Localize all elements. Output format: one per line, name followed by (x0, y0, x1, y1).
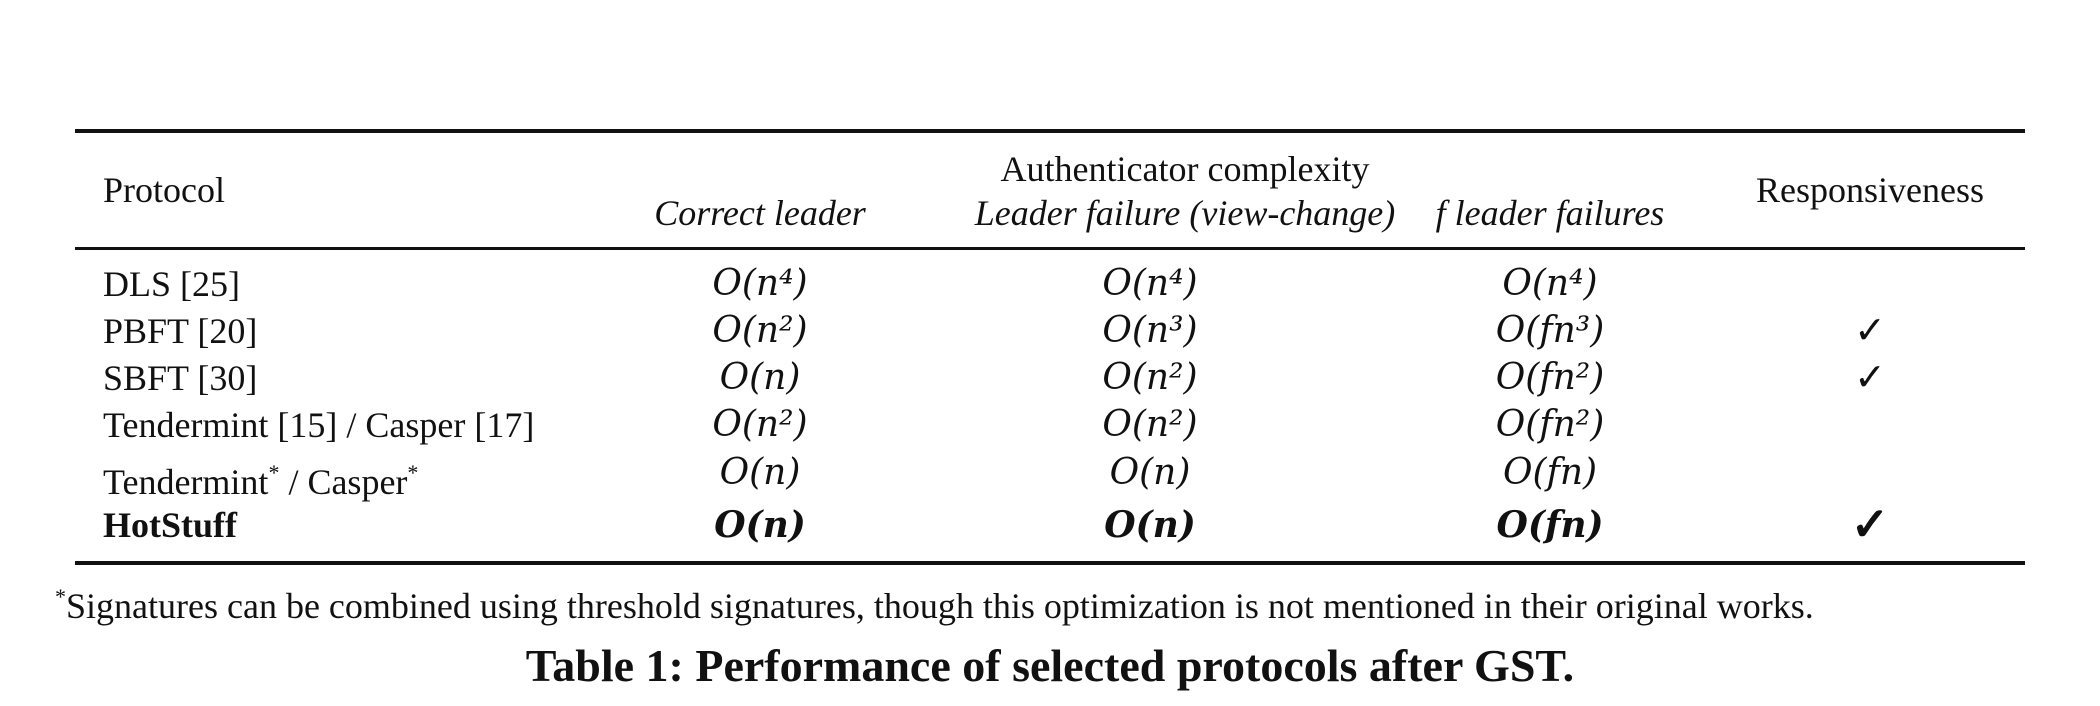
row-tendermint-star-correct: O(n) (719, 452, 801, 493)
row-dls-correct: O(n⁴) (712, 263, 808, 304)
row-hotstuff-correct: O(n) (714, 504, 806, 546)
table-top-rule (75, 129, 2025, 133)
row-dls-f-failures: O(n⁴) (1502, 263, 1598, 304)
row-pbft-failure: O(n³) (1102, 310, 1198, 351)
row-sbft-responsive-check-icon: ✓ (1854, 357, 1886, 399)
row-tendermint-star-mark-b: * (407, 460, 419, 485)
table-footnote: *Signatures can be combined using thresh… (55, 575, 1814, 628)
row-dls-failure: O(n⁴) (1102, 263, 1198, 304)
row-tendermint-casper-failure: O(n²) (1102, 404, 1198, 445)
row-pbft-correct: O(n²) (712, 310, 808, 351)
row-tendermint-star-mark-a: * (268, 460, 280, 485)
row-tendermint-casper-correct: O(n²) (712, 404, 808, 445)
row-tendermint-star-name-b: / Casper (288, 462, 408, 502)
row-tendermint-star-failure: O(n) (1109, 452, 1191, 493)
header-responsiveness: Responsiveness (1756, 170, 1984, 210)
header-protocol: Protocol (103, 170, 225, 210)
row-tendermint-star-name-a: Tendermint (103, 462, 269, 502)
row-sbft-f-failures: O(fn²) (1495, 357, 1605, 398)
footnote-mark: * (55, 584, 66, 609)
header-f-leader-failures: f leader failures (1435, 193, 1665, 233)
row-hotstuff-responsive-check-icon: ✓ (1850, 499, 1890, 550)
row-tendermint-casper-protocol: Tendermint [15] / Casper [17] (103, 405, 535, 445)
header-authenticator-complexity: Authenticator complexity (1000, 149, 1370, 189)
row-hotstuff-failure: O(n) (1104, 504, 1196, 546)
row-tendermint-star-f-failures: O(fn) (1502, 452, 1598, 493)
row-sbft-protocol: SBFT [30] (103, 358, 258, 398)
row-tendermint-star-protocol: Tendermint* / Casper* (103, 451, 418, 504)
header-leader-failure: Leader failure (view-change) (974, 193, 1396, 233)
table-header-rule (75, 247, 2025, 250)
row-pbft-protocol: PBFT [20] (103, 311, 258, 351)
header-correct-leader: Correct leader (654, 193, 866, 233)
row-pbft-responsive-check-icon: ✓ (1854, 310, 1886, 352)
row-hotstuff-f-failures: O(fn) (1496, 504, 1604, 546)
row-dls-protocol: DLS [25] (103, 264, 240, 304)
footnote-text: Signatures can be combined using thresho… (66, 586, 1814, 626)
table-bottom-rule (75, 561, 2025, 565)
row-pbft-f-failures: O(fn³) (1495, 310, 1605, 351)
row-sbft-failure: O(n²) (1102, 357, 1198, 398)
row-tendermint-casper-f-failures: O(fn²) (1495, 404, 1605, 445)
table-caption: Table 1: Performance of selected protoco… (525, 640, 1575, 691)
row-sbft-correct: O(n) (719, 357, 801, 398)
row-hotstuff-protocol: HotStuff (103, 505, 237, 545)
